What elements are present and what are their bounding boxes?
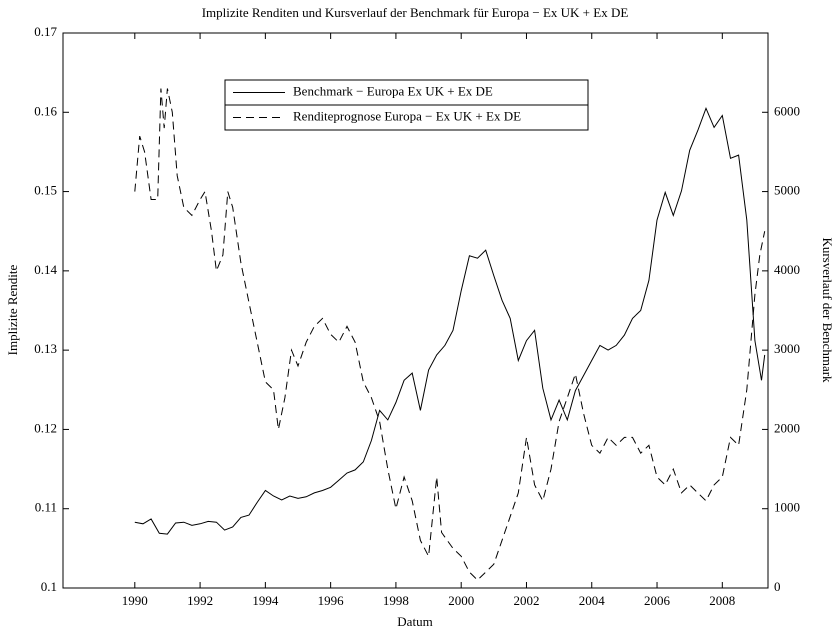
y2-axis-label: Kursverlauf der Benchmark: [820, 237, 835, 383]
y-tick-label: 0.15: [34, 183, 57, 198]
series-line: [134, 106, 766, 535]
x-tick-label: 2002: [513, 593, 539, 608]
y2-tick-label: 1000: [774, 500, 800, 515]
y2-tick-label: 0: [774, 579, 781, 594]
y-tick-label: 0.12: [34, 420, 57, 435]
x-tick-label: 1990: [122, 593, 148, 608]
y-tick-label: 0.16: [34, 103, 57, 118]
x-tick-label: 1994: [252, 593, 279, 608]
y-axis-label: Implizite Rendite: [5, 264, 20, 355]
legend-label: Benchmark − Europa Ex UK + Ex DE: [293, 83, 493, 98]
y2-tick-label: 2000: [774, 420, 800, 435]
series-line: [134, 88, 766, 581]
x-axis-label: Datum: [397, 614, 432, 629]
y2-tick-label: 4000: [774, 262, 800, 277]
y2-tick-label: 5000: [774, 183, 800, 198]
x-tick-label: 1992: [187, 593, 213, 608]
y-tick-label: 0.1: [41, 579, 57, 594]
y2-tick-label: 3000: [774, 341, 800, 356]
x-tick-label: 1996: [318, 593, 345, 608]
plot-frame: [62, 32, 769, 589]
y-tick-label: 0.13: [34, 341, 57, 356]
x-tick-label: 1998: [383, 593, 409, 608]
x-tick-label: 2008: [709, 593, 735, 608]
y-tick-label: 0.11: [35, 500, 57, 515]
x-tick-label: 2006: [644, 593, 671, 608]
y-tick-label: 0.14: [34, 262, 57, 277]
x-tick-label: 2004: [579, 593, 606, 608]
x-tick-label: 2000: [448, 593, 474, 608]
chart-title: Implizite Renditen und Kursverlauf der B…: [202, 5, 629, 20]
y-tick-label: 0.17: [34, 24, 57, 39]
y2-tick-label: 6000: [774, 103, 800, 118]
legend-label: Renditeprognose Europa − Ex UK + Ex DE: [293, 108, 521, 123]
